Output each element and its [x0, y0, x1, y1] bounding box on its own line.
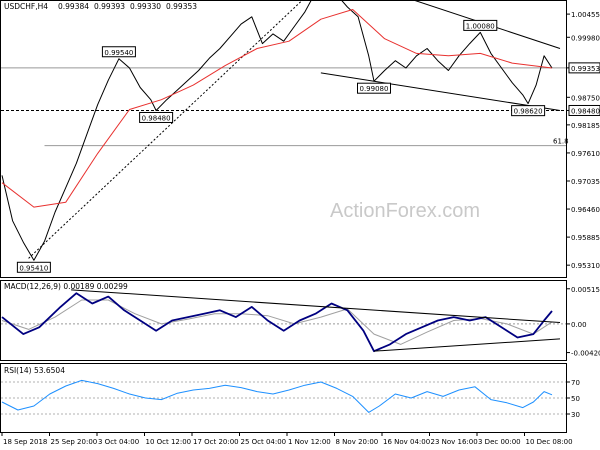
rsi-tick-label: 50 — [571, 395, 580, 403]
header-value: 0.99393 — [94, 2, 125, 11]
price-tick-label: 0.99353 — [571, 65, 600, 73]
macd-tick-label: 0.00 — [571, 321, 587, 329]
time-tick-label: 25 Oct 04:00 — [241, 438, 287, 446]
time-tick-label: 1 Nov 12:00 — [288, 438, 331, 446]
price-pane-border — [0, 0, 567, 278]
annotation-label: 1.00080 — [466, 22, 495, 30]
macd-label: MACD(12,26,9) 0.00189 0.00299 — [4, 282, 128, 291]
trendline-uptrend-support — [28, 0, 304, 259]
header-value: 0.99353 — [166, 2, 197, 11]
time-tick-label: 17 Oct 20:00 — [193, 438, 239, 446]
time-tick-label: 25 Sep 20:00 — [51, 438, 98, 446]
price-tick-label: 0.97035 — [571, 178, 600, 186]
annotation-box — [463, 19, 498, 31]
annotation-box — [357, 82, 391, 94]
price-series — [1, 0, 553, 261]
annotation-label: 0.98620 — [514, 108, 543, 116]
header-value: 0.99384 — [58, 2, 89, 11]
header-ohlc-values: 0.99384 0.99393 0.99330 0.99353 — [58, 2, 197, 11]
price-line — [1, 0, 553, 261]
level-label: 61.8 — [553, 138, 569, 146]
price-tick-label: 0.95885 — [571, 234, 600, 242]
price-tick-label: 0.97610 — [571, 150, 600, 158]
trendline-lower-channel — [320, 72, 561, 111]
price-tick-label: 0.95310 — [571, 262, 600, 270]
macd-pane: 0.005154 0.00 -0.004205 — [1, 286, 600, 358]
macd-signal-line — [1, 299, 553, 345]
header-value: 0.99330 — [130, 2, 161, 11]
time-tick-label: 10 Oct 12:00 — [146, 438, 192, 446]
price-axis-ticks: 1.00455 0.99980 0.99353 0.98750 0.98480 0.981… — [566, 11, 600, 270]
price-tick-label: 1.00455 — [571, 11, 600, 19]
price-tick-label: 0.96460 — [571, 206, 600, 214]
time-tick-label: 18 Sep 2018 — [3, 438, 47, 446]
rsi-tick-label: 30 — [571, 411, 580, 419]
time-tick-label: 8 Nov 20:00 — [336, 438, 379, 446]
trendlines — [28, 0, 561, 259]
annotation-box — [139, 111, 174, 123]
annotation-label: 0.95410 — [19, 264, 48, 272]
price-tick-label: 0.98750 — [571, 94, 600, 102]
watermark: ActionForex.com — [330, 200, 480, 222]
annotation-box — [16, 261, 51, 273]
time-tick-label: 3 Dec 00:00 — [478, 438, 521, 446]
price-tick-label: 0.98480 — [571, 107, 600, 115]
time-tick-label: 10 Dec 08:00 — [526, 438, 573, 446]
ema-line — [1, 9, 553, 208]
price-annotations: 1.012801.000800.995400.990800.984800.986… — [16, 19, 546, 273]
rsi-line — [1, 379, 553, 413]
time-tick-label: 16 Nov 04:00 — [383, 438, 430, 446]
price-tick-label: 0.99980 — [571, 34, 600, 42]
price-tick-box — [568, 62, 600, 74]
horizontal-levels: 61.8 — [1, 67, 569, 147]
annotation-label: 0.99540 — [104, 49, 133, 57]
rsi-pane: 70 50 30 — [1, 379, 580, 419]
trendline-upper-channel — [411, 0, 561, 49]
chart-symbol-header: USDCHF,H4 — [4, 2, 48, 11]
macd-tick-label: 0.005154 — [571, 286, 600, 294]
rsi-tick-label: 70 — [571, 379, 580, 387]
macd-tick-label: -0.004205 — [571, 350, 600, 358]
annotation-label: 0.98480 — [142, 114, 171, 122]
rsi-label: RSI(14) 53.6504 — [4, 366, 65, 375]
time-axis: 18 Sep 2018 25 Sep 20:00 3 Oct 04:00 10 Oct… — [1, 432, 573, 446]
price-tick-label: 0.98185 — [571, 122, 600, 130]
annotation-box — [511, 105, 546, 117]
macd-macd-lower — [373, 338, 561, 352]
macd-pane-border — [0, 280, 567, 361]
annotation-box — [101, 46, 136, 58]
ema-series — [1, 9, 553, 208]
price-tick-box — [568, 104, 600, 116]
annotation-label: 0.99080 — [360, 85, 389, 93]
time-tick-label: 3 Oct 04:00 — [98, 438, 139, 446]
time-tick-label: 23 Nov 16:00 — [431, 438, 478, 446]
macd-main-line — [1, 292, 553, 353]
macd-macd-upper — [71, 289, 561, 324]
